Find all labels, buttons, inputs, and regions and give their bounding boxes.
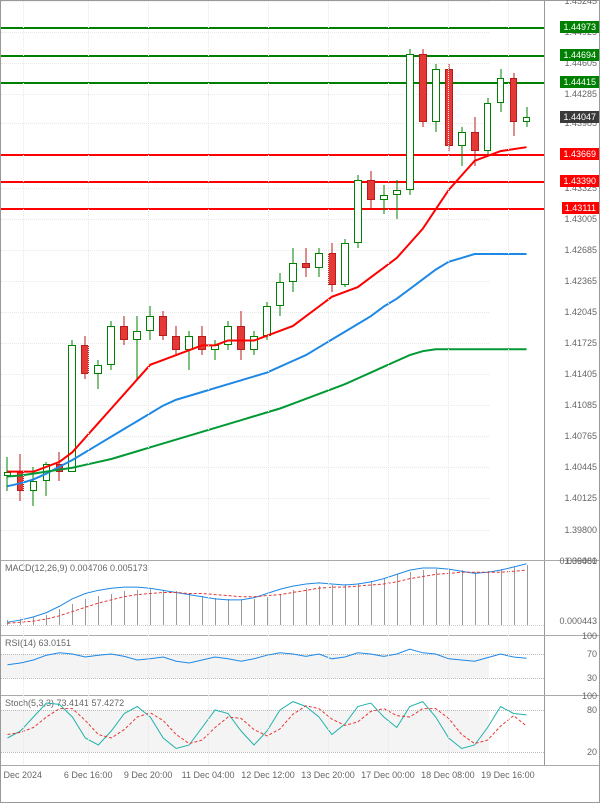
vgrid: [88, 1, 89, 764]
rsi-ylabel: 100: [582, 631, 597, 641]
current-price-label: 1.44047: [560, 111, 599, 123]
vgrid: [148, 1, 149, 764]
price-ylabel: 1.42045: [564, 307, 597, 317]
sr-label: 1.44973: [560, 21, 599, 33]
x-label: 17 Dec 00:00: [361, 770, 415, 780]
stoch-ylabel: 20: [587, 747, 597, 757]
price-ylabel: 1.39800: [564, 525, 597, 535]
x-label: 18 Dec 08:00: [421, 770, 475, 780]
price-panel: 1.452451.449251.446051.442851.439851.433…: [1, 1, 599, 561]
vgrid: [268, 1, 269, 764]
rsi-yaxis: 1007030: [544, 636, 599, 695]
vgrid: [328, 1, 329, 764]
x-label: Dec 2024: [4, 770, 43, 780]
x-label: 6 Dec 16:00: [64, 770, 113, 780]
indicator-line: [1, 561, 544, 635]
vgrid: [208, 1, 209, 764]
indicator-line: [1, 696, 544, 765]
x-label: 11 Dec 04:00: [182, 770, 235, 780]
vgrid: [388, 1, 389, 764]
rsi-ylabel: 30: [587, 673, 597, 683]
chart-container: 1.452451.449251.446051.442851.439851.433…: [0, 0, 600, 803]
price-ylabel: 1.40765: [564, 431, 597, 441]
x-label: 13 Dec 20:00: [301, 770, 355, 780]
vgrid: [508, 1, 509, 764]
macd-plot-area: MACD(12,26,9) 0.004706 0.005173: [1, 561, 544, 635]
sr-label: 1.44694: [560, 49, 599, 61]
price-ylabel: 1.40125: [564, 493, 597, 503]
macd-panel: MACD(12,26,9) 0.004706 0.005173 0.006061…: [1, 561, 599, 636]
x-label: 9 Dec 20:00: [124, 770, 173, 780]
price-ylabel: 1.45245: [564, 0, 597, 6]
indicator-line: [1, 1, 544, 560]
macd-ylabel: 0.006061: [559, 556, 597, 566]
macd-yaxis: 0.0060610.000443: [544, 561, 599, 635]
price-ylabel: 1.42365: [564, 276, 597, 286]
indicator-line: [1, 636, 544, 695]
price-ylabel: 1.41085: [564, 400, 597, 410]
x-label: 12 Dec 12:00: [241, 770, 295, 780]
price-ylabel: 1.41405: [564, 369, 597, 379]
price-yaxis: 1.452451.449251.446051.442851.439851.433…: [544, 1, 599, 560]
sr-label: 1.43390: [560, 175, 599, 187]
vgrid: [448, 1, 449, 764]
stoch-yaxis: 1008020: [544, 696, 599, 765]
price-ylabel: 1.41725: [564, 338, 597, 348]
sr-label: 1.43111: [562, 202, 599, 214]
stoch-ylabel: 80: [587, 705, 597, 715]
price-ylabel: 1.42685: [564, 245, 597, 255]
stoch-plot-area: Stoch(5,3,3) 73.4141 57.4272: [1, 696, 544, 765]
rsi-plot-area: RSI(14) 63.0151: [1, 636, 544, 695]
price-ylabel: 1.44285: [564, 89, 597, 99]
vgrid: [23, 1, 24, 764]
rsi-ylabel: 70: [587, 649, 597, 659]
x-label: 19 Dec 16:00: [481, 770, 535, 780]
stoch-panel: Stoch(5,3,3) 73.4141 57.4272 1008020: [1, 696, 599, 766]
rsi-panel: RSI(14) 63.0151 1007030: [1, 636, 599, 696]
sr-label: 1.44415: [560, 76, 599, 88]
x-axis: Dec 2024 6 Dec 16:00 9 Dec 20:00 11 Dec 04:…: [1, 766, 599, 804]
price-ylabel: 1.43005: [564, 214, 597, 224]
price-plot-area: [1, 1, 544, 560]
stoch-ylabel: 100: [582, 691, 597, 701]
macd-ylabel: 0.000443: [559, 616, 597, 626]
price-ylabel: 1.40445: [564, 462, 597, 472]
sr-label: 1.43669: [560, 148, 599, 160]
